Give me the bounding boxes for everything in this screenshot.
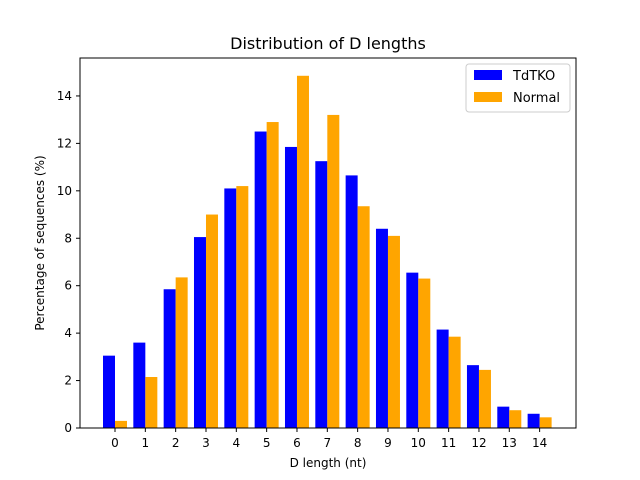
x-tick-label: 1 xyxy=(142,436,150,450)
y-ticks-group: 0 2 4 6 8 10 12 14 xyxy=(57,89,80,435)
y-tick-label: 4 xyxy=(64,326,72,340)
bar-tdtko-10 xyxy=(406,272,419,428)
x-tick-label: 5 xyxy=(263,436,271,450)
bar-normal-13 xyxy=(509,410,522,428)
bar-normal-6 xyxy=(296,75,309,429)
x-tick-label: 7 xyxy=(323,436,331,450)
bar-tdtko-0 xyxy=(103,355,115,428)
y-axis-label: Percentage of sequences (%) xyxy=(33,155,47,330)
bar-normal-7 xyxy=(327,114,340,428)
x-tick-label: 11 xyxy=(441,436,456,450)
bar-normal-1 xyxy=(145,377,158,428)
bar-tdtko-1 xyxy=(133,342,146,428)
bar-normal-14 xyxy=(539,417,552,428)
y-tick-label: 8 xyxy=(64,231,72,245)
bar-tdtko-12 xyxy=(466,365,479,428)
bar-tdtko-9 xyxy=(375,228,388,428)
bar-tdtko-7 xyxy=(315,161,328,428)
x-tick-label: 12 xyxy=(471,436,486,450)
bar-tdtko-8 xyxy=(345,175,358,428)
bar-tdtko-4 xyxy=(224,188,237,428)
bar-normal-10 xyxy=(418,278,431,428)
bar-normal-2 xyxy=(175,277,188,428)
bar-tdtko-11 xyxy=(436,329,449,428)
y-tick-label: 12 xyxy=(57,136,72,150)
bar-tdtko-3 xyxy=(193,237,206,428)
bars-group xyxy=(103,75,552,429)
bar-tdtko-13 xyxy=(497,406,510,428)
x-tick-label: 8 xyxy=(354,436,362,450)
bar-normal-12 xyxy=(478,369,491,428)
x-tick-label: 4 xyxy=(232,436,240,450)
x-ticks-group: 0 1 2 3 4 5 6 7 8 9 10 11 12 13 14 xyxy=(111,428,547,450)
x-axis-label: D length (nt) xyxy=(290,456,367,470)
y-tick-label: 14 xyxy=(57,89,72,103)
bar-tdtko-6 xyxy=(284,146,297,428)
y-tick-label: 6 xyxy=(64,279,72,293)
bar-normal-5 xyxy=(266,122,279,429)
x-tick-label: 9 xyxy=(384,436,392,450)
bar-normal-0 xyxy=(115,420,127,428)
legend: TdTKO Normal xyxy=(465,63,571,113)
legend-label-tdtko: TdTKO xyxy=(512,69,555,84)
x-tick-label: 0 xyxy=(111,436,119,450)
legend-label-normal: Normal xyxy=(513,91,560,106)
plot-frame xyxy=(79,57,577,429)
x-tick-label: 14 xyxy=(532,436,547,450)
bar-normal-9 xyxy=(387,235,400,428)
y-tick-label: 2 xyxy=(64,374,72,388)
bar-tdtko-14 xyxy=(527,413,540,428)
legend-swatch-tdtko xyxy=(474,70,502,80)
y-tick-label: 10 xyxy=(57,184,72,198)
bar-normal-11 xyxy=(448,336,461,428)
y-tick-label: 0 xyxy=(64,421,72,435)
bar-normal-8 xyxy=(357,206,370,428)
bar-tdtko-5 xyxy=(254,131,267,428)
x-tick-label: 13 xyxy=(502,436,517,450)
legend-swatch-normal xyxy=(474,92,502,102)
x-tick-label: 3 xyxy=(202,436,210,450)
bar-tdtko-2 xyxy=(163,289,176,428)
bar-normal-4 xyxy=(236,186,249,428)
x-tick-label: 6 xyxy=(293,436,301,450)
bar-normal-3 xyxy=(205,214,218,428)
x-tick-label: 2 xyxy=(172,436,180,450)
x-tick-label: 10 xyxy=(411,436,426,450)
chart-title: Distribution of D lengths xyxy=(230,34,426,53)
